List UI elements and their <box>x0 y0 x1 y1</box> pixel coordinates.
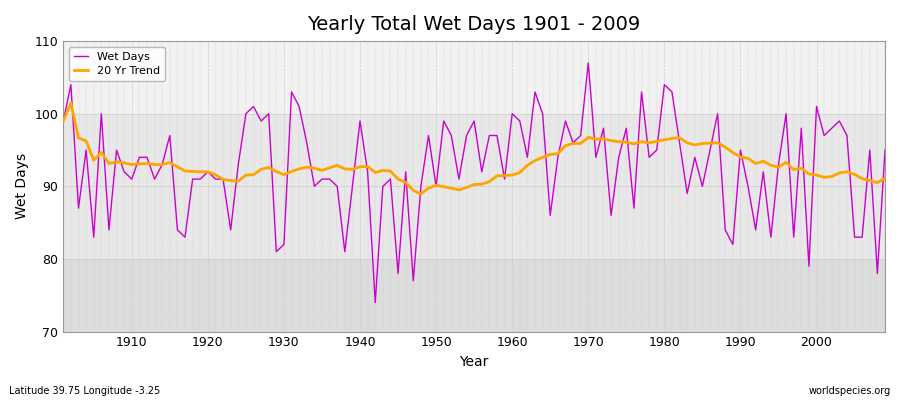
Bar <box>63 259 885 332</box>
Wet Days <box>507 111 517 116</box>
Line: Wet Days: Wet Days <box>63 63 885 302</box>
20 Yr Trend <box>515 170 526 175</box>
20 Yr Trend <box>522 163 533 168</box>
20 Yr Trend <box>339 166 350 171</box>
20 Yr Trend <box>613 139 624 144</box>
Wet Days <box>583 60 594 65</box>
Legend: Wet Days, 20 Yr Trend: Wet Days, 20 Yr Trend <box>68 47 166 81</box>
20 Yr Trend <box>879 176 890 180</box>
Wet Days <box>370 300 381 305</box>
Text: worldspecies.org: worldspecies.org <box>809 386 891 396</box>
Text: Latitude 39.75 Longitude -3.25: Latitude 39.75 Longitude -3.25 <box>9 386 160 396</box>
Wet Days <box>58 118 68 123</box>
Wet Days <box>879 148 890 152</box>
Wet Days <box>515 118 526 123</box>
20 Yr Trend <box>293 166 304 171</box>
Wet Days <box>332 184 343 189</box>
Bar <box>63 114 885 259</box>
Line: 20 Yr Trend: 20 Yr Trend <box>63 103 885 194</box>
Wet Days <box>119 170 130 174</box>
Bar <box>63 41 885 114</box>
20 Yr Trend <box>126 162 137 167</box>
Title: Yearly Total Wet Days 1901 - 2009: Yearly Total Wet Days 1901 - 2009 <box>308 15 641 34</box>
20 Yr Trend <box>66 100 77 105</box>
Wet Days <box>613 155 624 160</box>
Wet Days <box>286 90 297 94</box>
20 Yr Trend <box>58 118 68 123</box>
X-axis label: Year: Year <box>460 355 489 369</box>
Y-axis label: Wet Days: Wet Days <box>15 153 29 220</box>
20 Yr Trend <box>416 192 427 196</box>
